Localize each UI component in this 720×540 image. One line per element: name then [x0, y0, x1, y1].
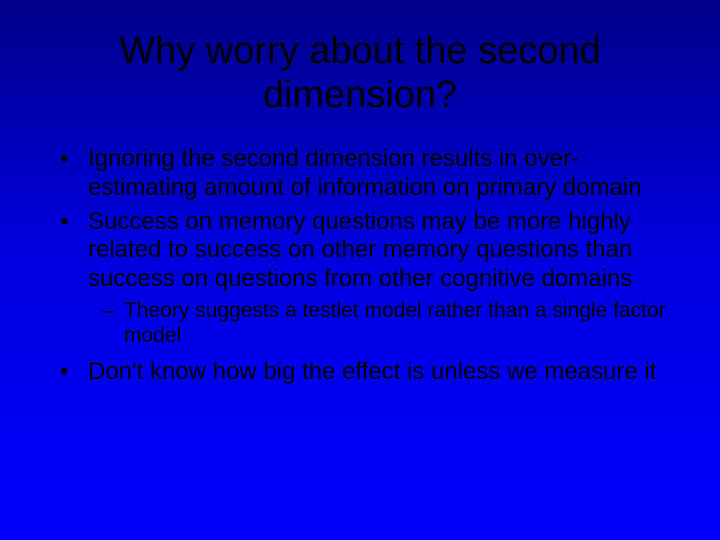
bullet-text: Ignoring the second dimension results in… — [88, 145, 642, 200]
bullet-text: Don't know how big the effect is unless … — [88, 358, 656, 385]
bullet-item: Ignoring the second dimension results in… — [52, 145, 680, 202]
sub-bullet-item: Theory suggests a testlet model rather t… — [98, 299, 680, 349]
sub-bullet-text: Theory suggests a testlet model rather t… — [124, 299, 666, 347]
bullet-list: Ignoring the second dimension results in… — [52, 145, 680, 386]
bullet-text: Success on memory questions may be more … — [88, 208, 632, 292]
slide-title: Why worry about the second dimension? — [40, 30, 680, 117]
bullet-item: Don't know how big the effect is unless … — [52, 358, 680, 386]
slide: Why worry about the second dimension? Ig… — [0, 0, 720, 540]
sub-bullet-list: Theory suggests a testlet model rather t… — [98, 299, 680, 349]
bullet-item: Success on memory questions may be more … — [52, 208, 680, 348]
